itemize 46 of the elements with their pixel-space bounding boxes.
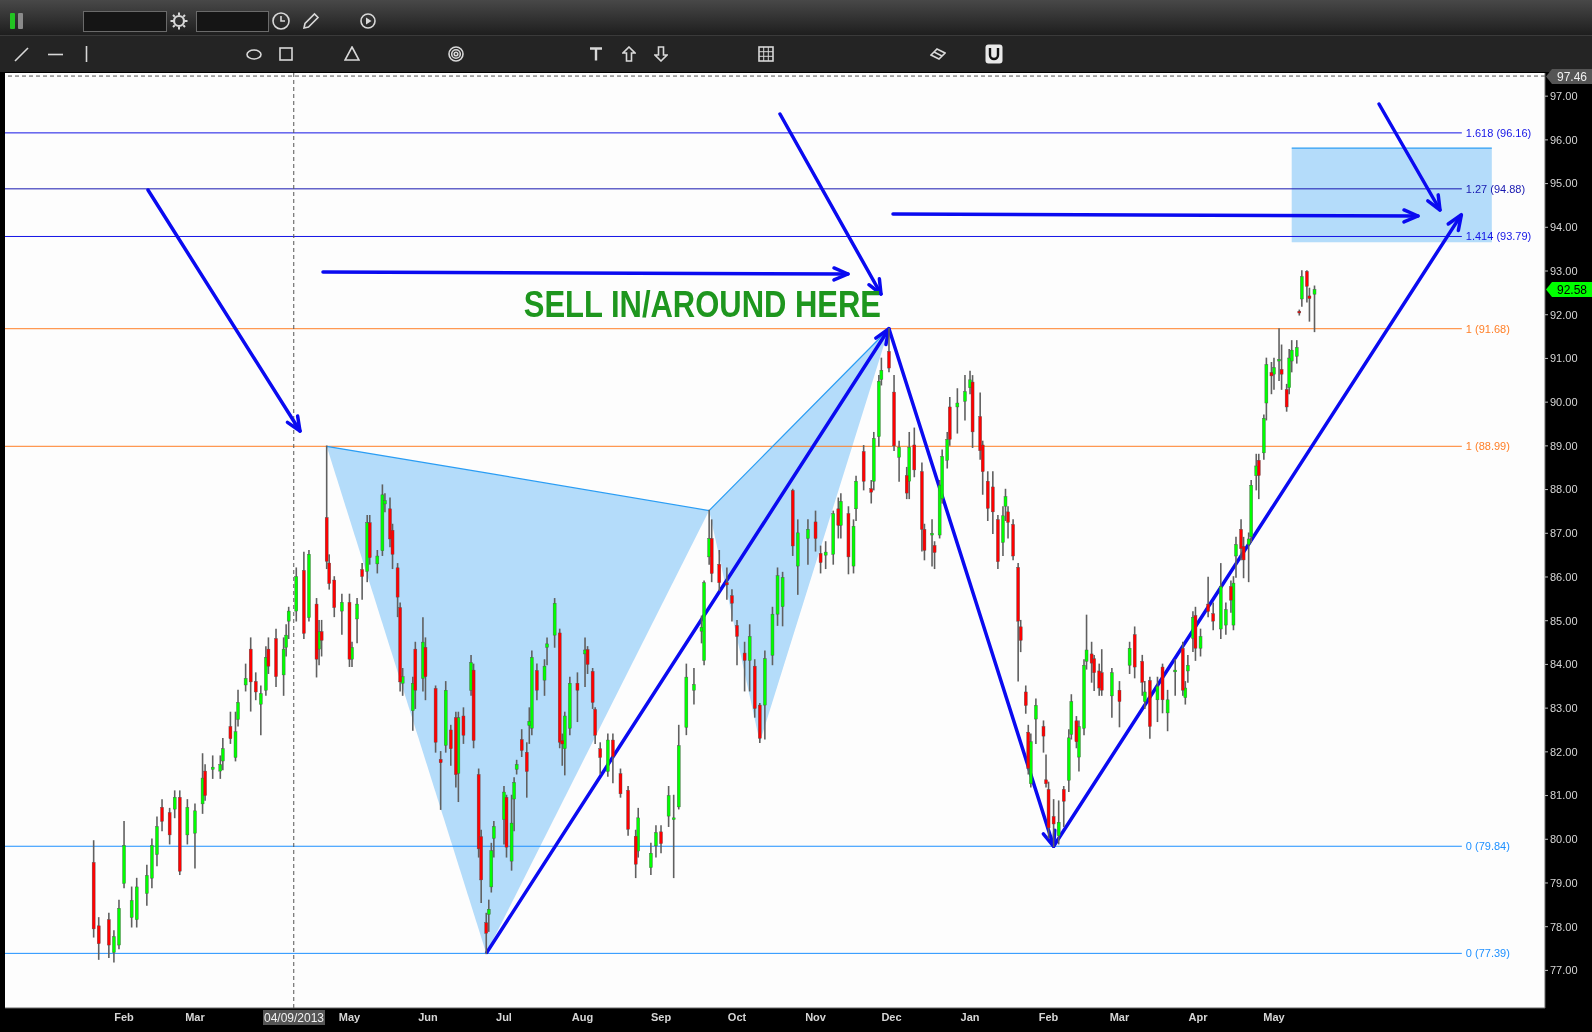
ref-line-label: 1.414 (93.79)	[1465, 230, 1532, 243]
x-tick-label: Sep	[650, 1010, 672, 1023]
y-tick-label: 86.00	[1550, 570, 1578, 583]
x-tick-label: Feb	[114, 1010, 135, 1023]
y-tick-label: 93.00	[1550, 264, 1578, 277]
x-tick-label: Apr	[1188, 1010, 1209, 1023]
y-tick-label: 88.00	[1550, 483, 1578, 496]
y-tick-label: 85.00	[1550, 614, 1578, 627]
x-tick-label: Jun	[418, 1010, 439, 1023]
y-tick-label: 97.00	[1550, 90, 1578, 103]
x-tick-label: May	[1263, 1010, 1286, 1023]
x-tick-label: Jul	[496, 1010, 512, 1023]
ref-line-label: 04/09/2013	[263, 1010, 325, 1025]
y-tick-label: 81.00	[1550, 789, 1578, 802]
y-tick-label: 84.00	[1550, 658, 1578, 671]
x-tick-label: May	[338, 1010, 362, 1023]
ref-line-label: 0 (77.39)	[1465, 947, 1510, 960]
y-tick-label: 90.00	[1550, 396, 1578, 409]
x-tick-label: Mar	[185, 1010, 206, 1023]
y-tick-label: 91.00	[1550, 352, 1578, 365]
x-tick-label: Oct	[727, 1010, 747, 1023]
y-tick-label: 83.00	[1550, 702, 1578, 715]
y-tick-label: 78.00	[1550, 920, 1578, 933]
ref-line-label: 1.618 (96.16)	[1465, 126, 1532, 139]
x-tick-label: Feb	[1038, 1010, 1059, 1023]
ref-line-label: 0 (79.84)	[1465, 840, 1510, 853]
x-tick-label: Dec	[881, 1010, 902, 1023]
y-tick-label: 96.00	[1550, 133, 1578, 146]
x-tick-label: Jan	[960, 1010, 980, 1023]
x-tick-label: Nov	[805, 1010, 827, 1023]
y-tick-label: 92.00	[1550, 308, 1578, 321]
x-tick-label: Aug	[571, 1010, 594, 1023]
ref-line-label: 97.46	[1556, 69, 1588, 84]
y-tick-label: 80.00	[1550, 833, 1578, 846]
ref-line-label: 1.27 (94.88)	[1465, 182, 1526, 195]
y-tick-label: 87.00	[1550, 527, 1578, 540]
y-tick-label: 95.00	[1550, 177, 1578, 190]
y-tick-label: 82.00	[1550, 745, 1578, 758]
ref-line-label: 1 (91.68)	[1465, 322, 1510, 335]
y-tick-label: 94.00	[1550, 221, 1578, 234]
y-tick-label: 79.00	[1550, 876, 1578, 889]
text: 92.58	[1556, 282, 1588, 297]
x-tick-label: Mar	[1109, 1010, 1130, 1023]
y-tick-label: 77.00	[1550, 964, 1578, 977]
y-tick-label: 89.00	[1550, 439, 1578, 452]
ref-line-label: 1 (88.99)	[1465, 440, 1510, 453]
